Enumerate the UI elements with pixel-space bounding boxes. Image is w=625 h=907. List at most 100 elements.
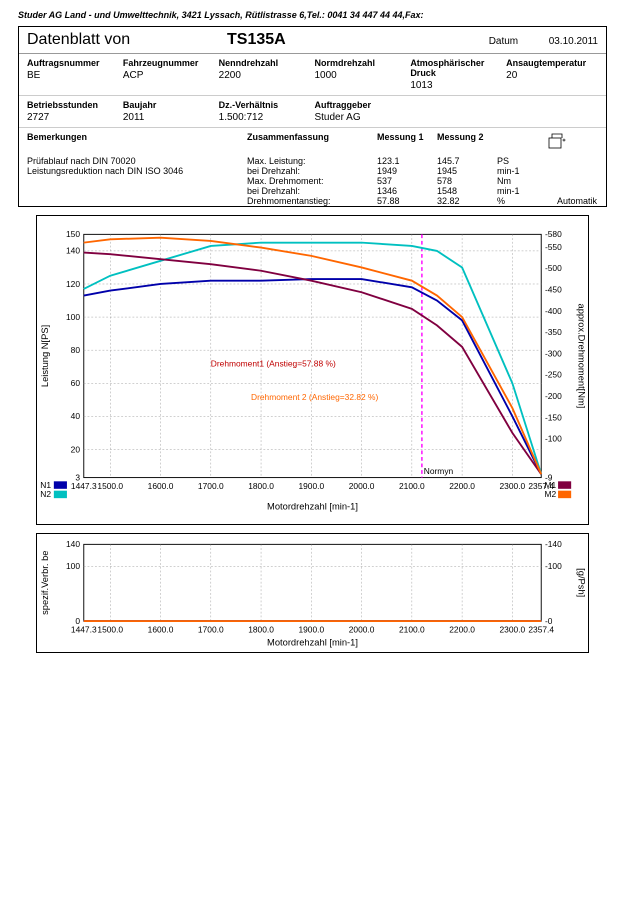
meta-value: 2200 — [219, 70, 311, 81]
remarks-mid: Max. Leistung: — [247, 156, 377, 166]
svg-text:-100: -100 — [545, 434, 562, 444]
svg-text:2300.0: 2300.0 — [500, 624, 526, 634]
remarks-m2-header: Messung 2 — [437, 132, 497, 152]
date-value: 03.10.2011 — [549, 36, 598, 47]
meta-label: Betriebsstunden — [27, 100, 119, 110]
remarks-v1: 123.1 — [377, 156, 437, 166]
svg-text:2200.0: 2200.0 — [449, 624, 475, 634]
remarks-v1: 1949 — [377, 166, 437, 176]
svg-text:-0: -0 — [545, 616, 553, 626]
remarks-v2: 145.7 — [437, 156, 497, 166]
remarks-mid: bei Drehzahl: — [247, 166, 377, 176]
page: Studer AG Land - und Umwelttechnik, 3421… — [0, 0, 625, 671]
remarks-header: Bemerkungen Zusammenfassung Messung 1 Me… — [19, 128, 606, 156]
remarks-v2: 578 — [437, 176, 497, 186]
svg-text:-450: -450 — [545, 285, 562, 295]
remarks-auto — [547, 176, 597, 186]
remarks-left: Prüfablauf nach DIN 70020 — [27, 156, 247, 166]
meta-value: 20 — [506, 70, 598, 81]
svg-text:-400: -400 — [545, 306, 562, 316]
svg-text:100: 100 — [66, 561, 80, 571]
chart-secondary: 1447.31500.01600.01700.01800.01900.02000… — [36, 533, 589, 653]
title-label: Datenblatt von — [27, 31, 187, 49]
remarks-body: Prüfablauf nach DIN 70020Max. Leistung:1… — [19, 156, 606, 206]
meta-label: Atmosphärischer Druck — [410, 58, 502, 78]
remarks-bemerkungen: Bemerkungen — [27, 132, 247, 152]
remarks-zusammenfassung: Zusammenfassung — [247, 132, 377, 152]
remarks-v1: 537 — [377, 176, 437, 186]
remarks-auto — [547, 156, 597, 166]
svg-text:approx.Drehmoment[Nm]: approx.Drehmoment[Nm] — [577, 304, 587, 409]
svg-text:60: 60 — [71, 378, 81, 388]
svg-text:140: 140 — [66, 246, 80, 256]
remarks-v1: 1346 — [377, 186, 437, 196]
meta-value: ACP — [123, 70, 215, 81]
svg-text:-580: -580 — [545, 229, 562, 239]
svg-text:1800.0: 1800.0 — [248, 624, 274, 634]
svg-text:-550: -550 — [545, 242, 562, 252]
svg-text:Normyn: Normyn — [424, 466, 454, 476]
svg-text:20: 20 — [71, 444, 81, 454]
svg-text:-500: -500 — [545, 263, 562, 273]
meta-value: 1013 — [410, 80, 502, 91]
motor-icon — [547, 132, 597, 152]
svg-text:[g/Psh]: [g/Psh] — [577, 568, 587, 597]
company-header: Studer AG Land - und Umwelttechnik, 3421… — [18, 10, 607, 20]
remarks-left — [27, 176, 247, 186]
svg-text:Drehmoment1 (Anstieg=57.88 %): Drehmoment1 (Anstieg=57.88 %) — [211, 359, 336, 369]
remarks-auto — [547, 166, 597, 176]
svg-text:100: 100 — [66, 312, 80, 322]
svg-text:Leistung N[PS]: Leistung N[PS] — [40, 325, 50, 387]
meta-value: 1.500:712 — [219, 112, 311, 123]
meta-label: Normdrehzahl — [314, 58, 406, 68]
meta-label: Ansaugtemperatur — [506, 58, 598, 68]
svg-text:Motordrehzahl [min-1]: Motordrehzahl [min-1] — [267, 501, 358, 511]
remarks-auto: Automatik — [547, 196, 597, 206]
svg-text:N2: N2 — [40, 489, 51, 499]
svg-text:140: 140 — [66, 539, 80, 549]
svg-text:40: 40 — [71, 411, 81, 421]
svg-text:1600.0: 1600.0 — [148, 481, 174, 491]
svg-text:80: 80 — [71, 345, 81, 355]
remarks-auto — [547, 186, 597, 196]
meta-label: Fahrzeugnummer — [123, 58, 215, 68]
remarks-m1-header: Messung 1 — [377, 132, 437, 152]
svg-text:1600.0: 1600.0 — [148, 624, 174, 634]
svg-text:Motordrehzahl [min-1]: Motordrehzahl [min-1] — [267, 637, 358, 647]
meta-value: BE — [27, 70, 119, 81]
remarks-mid: bei Drehzahl: — [247, 186, 377, 196]
svg-text:1900.0: 1900.0 — [298, 624, 324, 634]
svg-text:-200: -200 — [545, 391, 562, 401]
meta-label: Nenndrehzahl — [219, 58, 311, 68]
remarks-v2: 32.82 — [437, 196, 497, 206]
svg-text:1500.0: 1500.0 — [97, 624, 123, 634]
svg-text:2100.0: 2100.0 — [399, 481, 425, 491]
svg-text:spezif.Verbr. be: spezif.Verbr. be — [40, 550, 50, 614]
remarks-left: Leistungsreduktion nach DIN ISO 3046 — [27, 166, 247, 176]
svg-text:2000.0: 2000.0 — [349, 481, 375, 491]
svg-text:1900.0: 1900.0 — [298, 481, 324, 491]
svg-text:-300: -300 — [545, 348, 562, 358]
svg-text:Drehmoment 2 (Anstieg=32.82 %): Drehmoment 2 (Anstieg=32.82 %) — [251, 392, 379, 402]
meta-row-1: AuftragsnummerBE FahrzeugnummerACP Nennd… — [19, 54, 606, 96]
svg-text:-250: -250 — [545, 370, 562, 380]
svg-text:3: 3 — [75, 472, 80, 482]
meta-value: 2011 — [123, 112, 215, 123]
svg-text:1500.0: 1500.0 — [97, 481, 123, 491]
remarks-v2: 1945 — [437, 166, 497, 176]
remarks-mid: Max. Drehmoment: — [247, 176, 377, 186]
title-row: Datenblatt von TS135A Datum 03.10.2011 — [19, 27, 606, 54]
meta-value: 1000 — [314, 70, 406, 81]
svg-text:1800.0: 1800.0 — [248, 481, 274, 491]
svg-text:-350: -350 — [545, 327, 562, 337]
svg-text:2000.0: 2000.0 — [349, 624, 375, 634]
meta-label: Auftraggeber — [314, 100, 406, 110]
svg-text:150: 150 — [66, 229, 80, 239]
remarks-unit: min-1 — [497, 166, 547, 176]
svg-text:-140: -140 — [545, 539, 562, 549]
svg-text:2300.0: 2300.0 — [500, 481, 526, 491]
remarks-unit: Nm — [497, 176, 547, 186]
svg-text:120: 120 — [66, 279, 80, 289]
remarks-unit: min-1 — [497, 186, 547, 196]
svg-text:1700.0: 1700.0 — [198, 481, 224, 491]
